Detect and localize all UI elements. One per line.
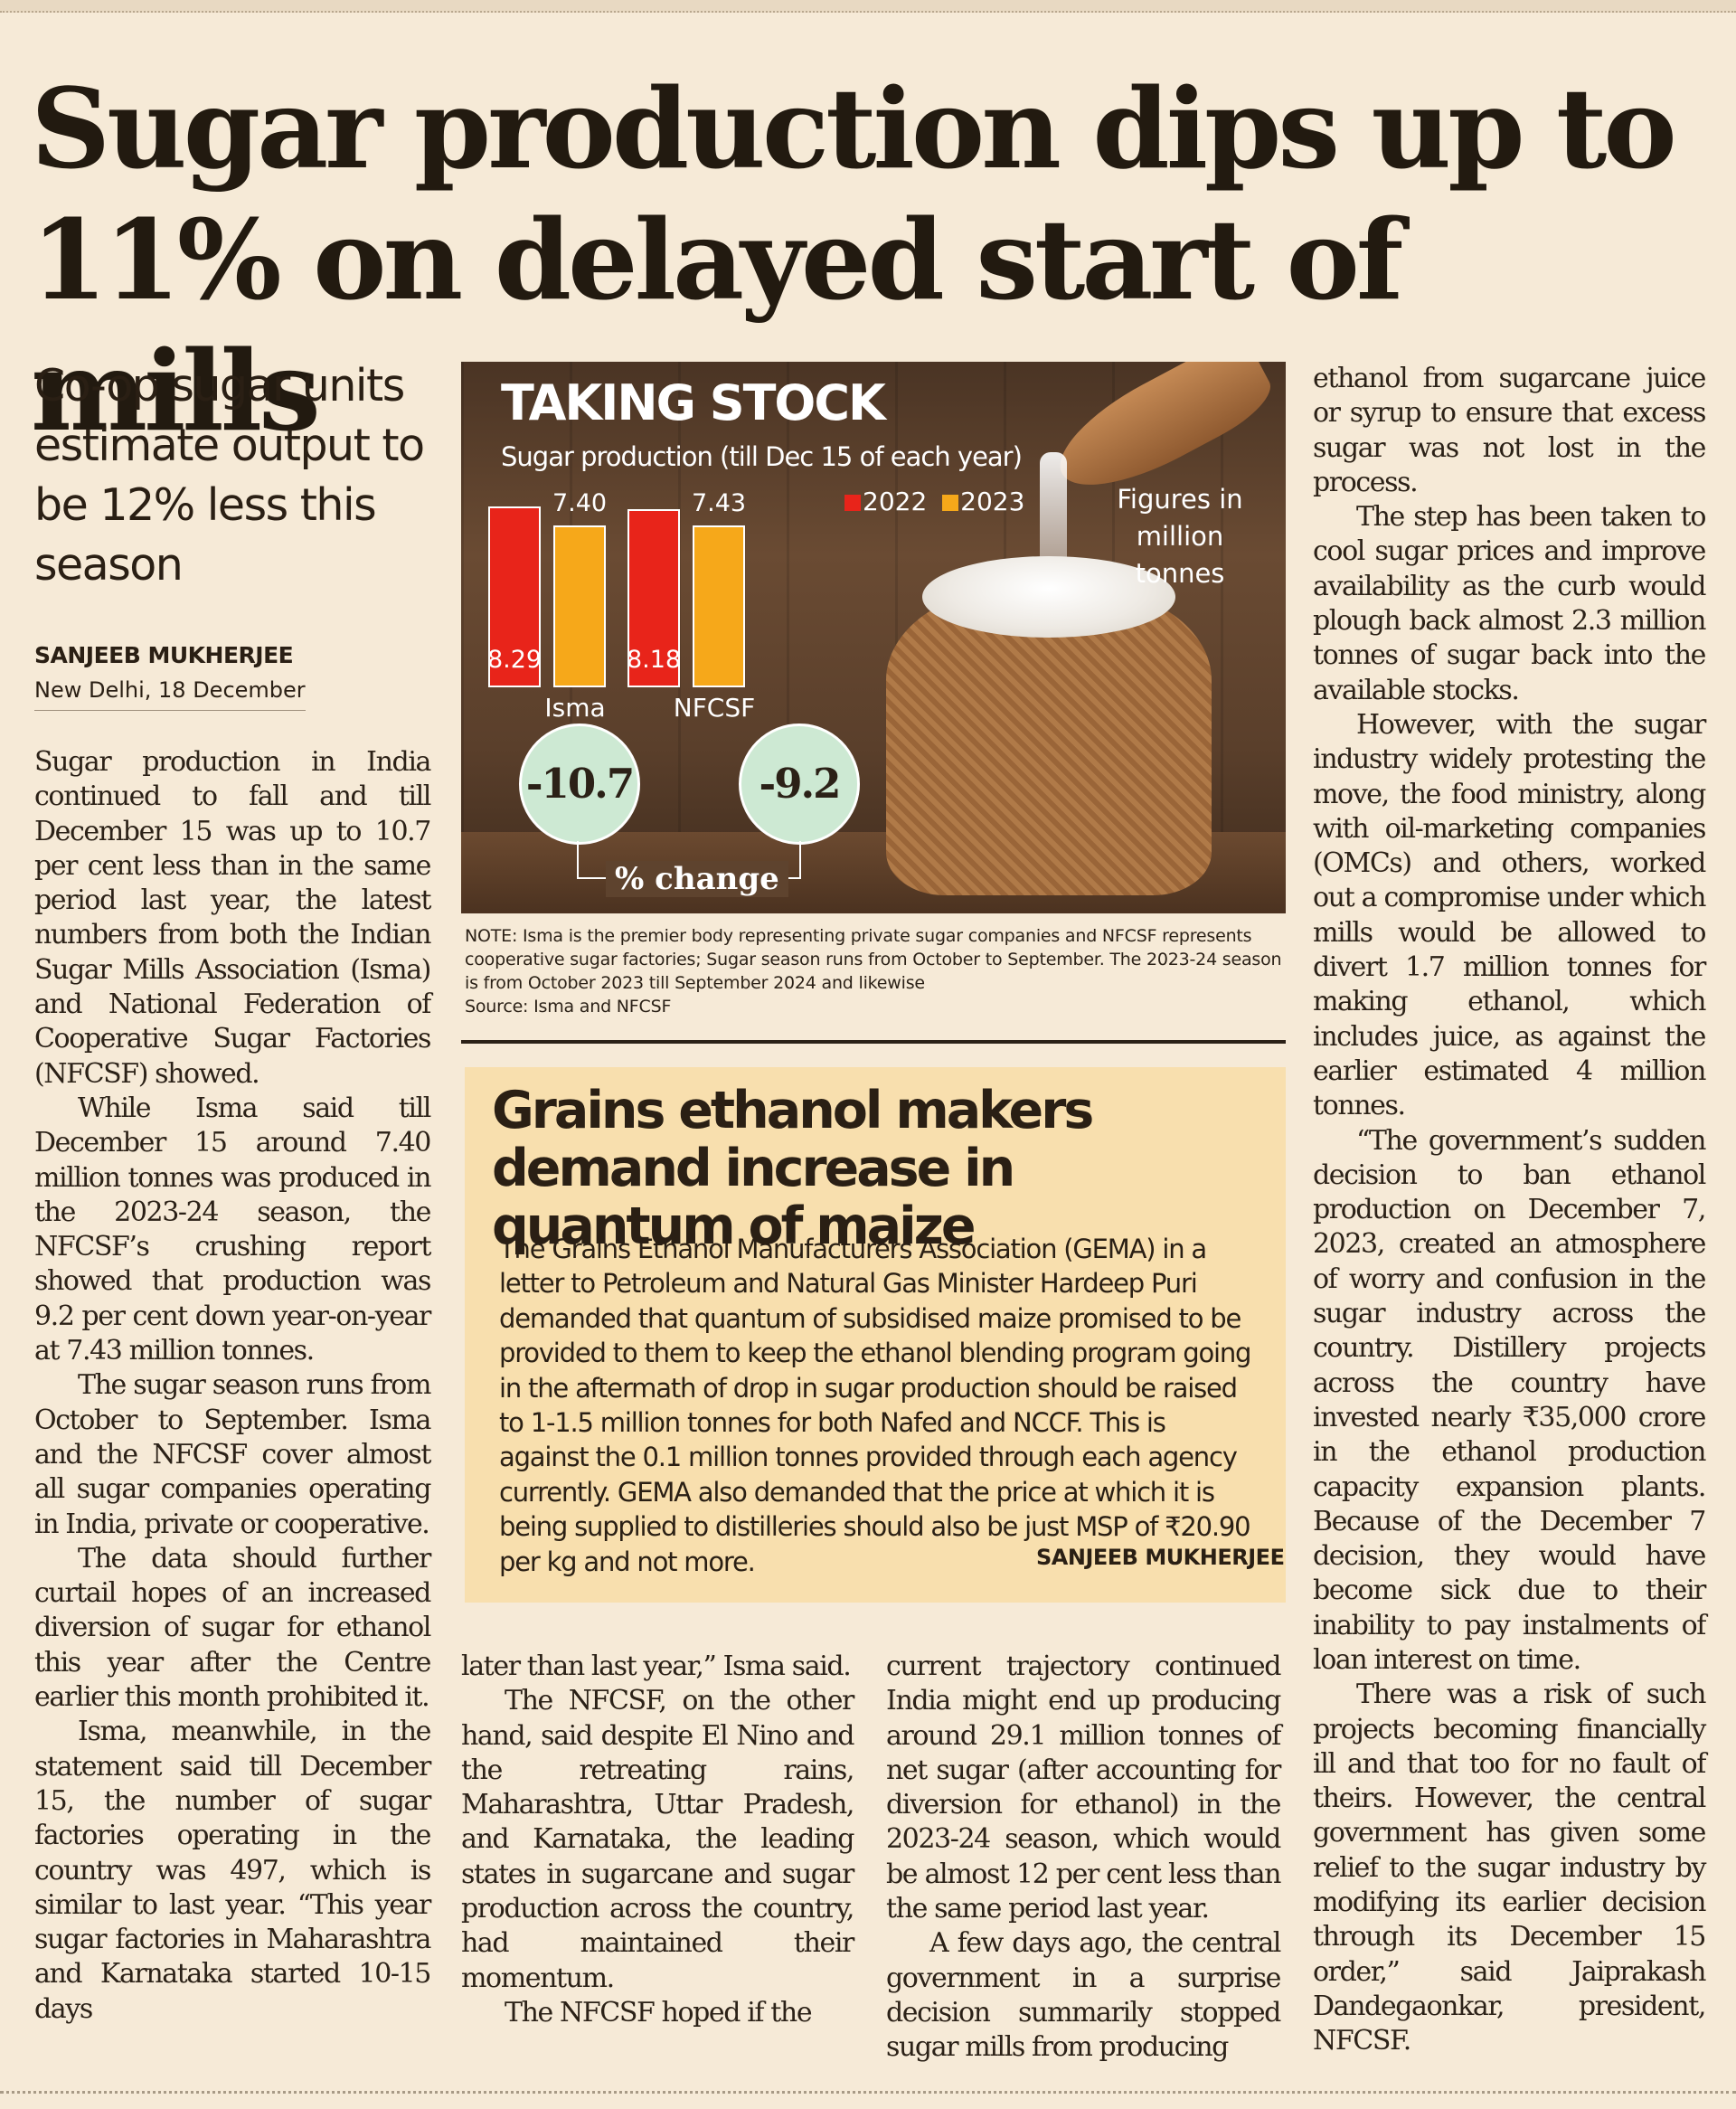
byline-dateline: New Delhi, 18 December (34, 677, 306, 711)
graphic-subtitle: Sugar production (till Dec 15 of each ye… (501, 441, 1023, 472)
chart-legend: 2022 2023 (844, 487, 1032, 516)
graphic-note: NOTE: Isma is the premier body represent… (465, 924, 1288, 1018)
graphic-title: TAKING STOCK (501, 374, 886, 431)
article-column-3: current trajectory continued India might… (886, 1650, 1281, 2066)
article-column-1: Sugar production in India continued to f… (34, 745, 431, 2027)
bar-isma-2023 (553, 525, 606, 687)
paragraph: A few days ago, the central government i… (886, 1927, 1281, 2064)
bar-nfcsf-2022 (627, 509, 680, 687)
category-label: NFCSF (673, 693, 756, 723)
paragraph: While Isma said till December 15 around … (34, 1092, 431, 1367)
sidebar-body: The Grains Ethanol Manufacturers Associa… (499, 1234, 1251, 1577)
paragraph: The sugar season runs from October to Se… (34, 1369, 431, 1540)
top-border (0, 0, 1736, 13)
paragraph: Sugar production in India continued to f… (34, 746, 431, 1090)
note-text: NOTE: Isma is the premier body represent… (465, 926, 1282, 993)
category-label: Isma (544, 693, 606, 723)
bar-value-label: 8.29 (486, 646, 542, 674)
sidebar-credit: SANJEEB MUKHERJEE (1036, 1545, 1285, 1570)
legend-swatch-2023 (942, 495, 959, 511)
bar-value-label: 7.43 (691, 489, 747, 517)
taking-stock-graphic: TAKING STOCK Sugar production (till Dec … (461, 362, 1286, 913)
divider-rule (461, 1040, 1286, 1044)
paragraph: current trajectory continued India might… (886, 1650, 1281, 1925)
bar-nfcsf-2023 (693, 525, 745, 687)
paragraph: The NFCSF hoped if the (505, 1996, 813, 2029)
article-column-4: ethanol from sugarcane juice or syrup to… (1313, 362, 1706, 2059)
source-text: Source: Isma and NFCSF (465, 997, 672, 1017)
bar-value-label: 8.18 (626, 646, 682, 674)
article-column-2: later than last year,” Isma said. The NF… (461, 1650, 854, 2030)
legend-item-2022: 2022 (844, 487, 927, 516)
paragraph: The NFCSF, on the other hand, said despi… (461, 1685, 854, 1994)
pct-change-label: % change (606, 861, 788, 897)
headline: Sugar production dips up to 11% on delay… (31, 63, 1677, 456)
sidebar-headline: Grains ethanol makers demand increase in… (492, 1081, 1094, 1256)
deck-subheadline: Co-op sugar units estimate output to be … (34, 360, 425, 591)
paragraph: “The government’s sudden decision to ban… (1313, 1124, 1706, 1676)
paragraph: ethanol from sugarcane juice or syrup to… (1313, 363, 1706, 498)
pct-change-isma: -10.7 (519, 723, 640, 845)
paragraph: Isma, meanwhile, in the statement said t… (34, 1716, 431, 2025)
byline: SANJEEB MUKHERJEE New Delhi, 18 December (34, 642, 432, 711)
sugar-sack-image (886, 588, 1212, 895)
units-note: Figures in million tonnes (1117, 484, 1243, 589)
bottom-border (0, 2091, 1736, 2094)
sidebar-box: Grains ethanol makers demand increase in… (465, 1067, 1286, 1603)
bar-value-label: 7.40 (552, 489, 608, 517)
sugar-pile-image (922, 556, 1175, 638)
bar-isma-2022 (488, 506, 541, 687)
legend-item-2023: 2023 (942, 487, 1024, 516)
pct-change-nfcsf: -9.2 (739, 723, 860, 845)
paragraph: The data should further curtail hopes of… (34, 1542, 431, 1714)
legend-swatch-2022 (844, 495, 861, 511)
paragraph: There was a risk of such projects becomi… (1313, 1679, 1706, 2057)
paragraph: However, with the sugar industry widely … (1313, 708, 1706, 1122)
paragraph: The step has been taken to cool sugar pr… (1313, 501, 1706, 706)
byline-author: SANJEEB MUKHERJEE (34, 642, 294, 668)
paragraph: later than last year,” Isma said. (461, 1650, 852, 1682)
